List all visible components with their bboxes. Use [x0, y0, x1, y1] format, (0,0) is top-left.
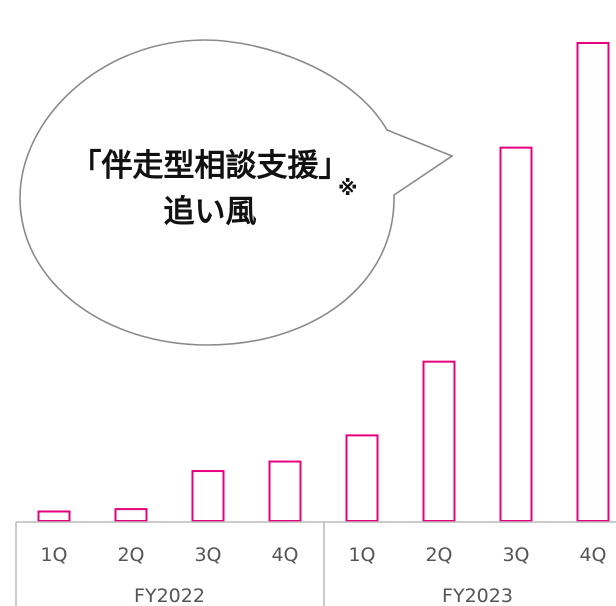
x-tick-label-5: 1Q [348, 544, 375, 566]
x-tick-label-2: 2Q [117, 544, 144, 566]
x-tick-label-6: 2Q [425, 544, 452, 566]
x-tick-label-1: 1Q [40, 544, 67, 566]
bars-group [37, 42, 610, 523]
speech-bubble [19, 39, 454, 346]
callout-subtitle: 追い風 [163, 194, 257, 230]
bar-6 [422, 360, 456, 522]
bar-5 [345, 434, 379, 522]
bar-3 [191, 470, 225, 522]
x-tick-label-7: 3Q [502, 544, 529, 566]
x-group-label-2: FY2023 [442, 585, 513, 606]
x-tick-label-4: 4Q [271, 544, 298, 566]
speech-bubble-outline [19, 39, 454, 346]
x-tick-label-3: 3Q [194, 544, 221, 566]
bar-7 [499, 146, 533, 522]
x-group-label-1: FY2022 [134, 585, 205, 606]
bar-2 [114, 508, 148, 523]
tick-labels: 1Q 2Q 3Q 4Q 1Q 2Q 3Q 4Q FY2022 FY2023 [40, 544, 606, 606]
bar-4 [268, 460, 302, 523]
callout-note-mark: ※ [338, 176, 358, 200]
callout-title: 「伴走型相談支援」 [70, 148, 350, 184]
bar-8 [576, 42, 610, 522]
x-tick-label-8: 4Q [579, 544, 606, 566]
x-axis [15, 521, 616, 606]
bar-1 [37, 510, 71, 522]
